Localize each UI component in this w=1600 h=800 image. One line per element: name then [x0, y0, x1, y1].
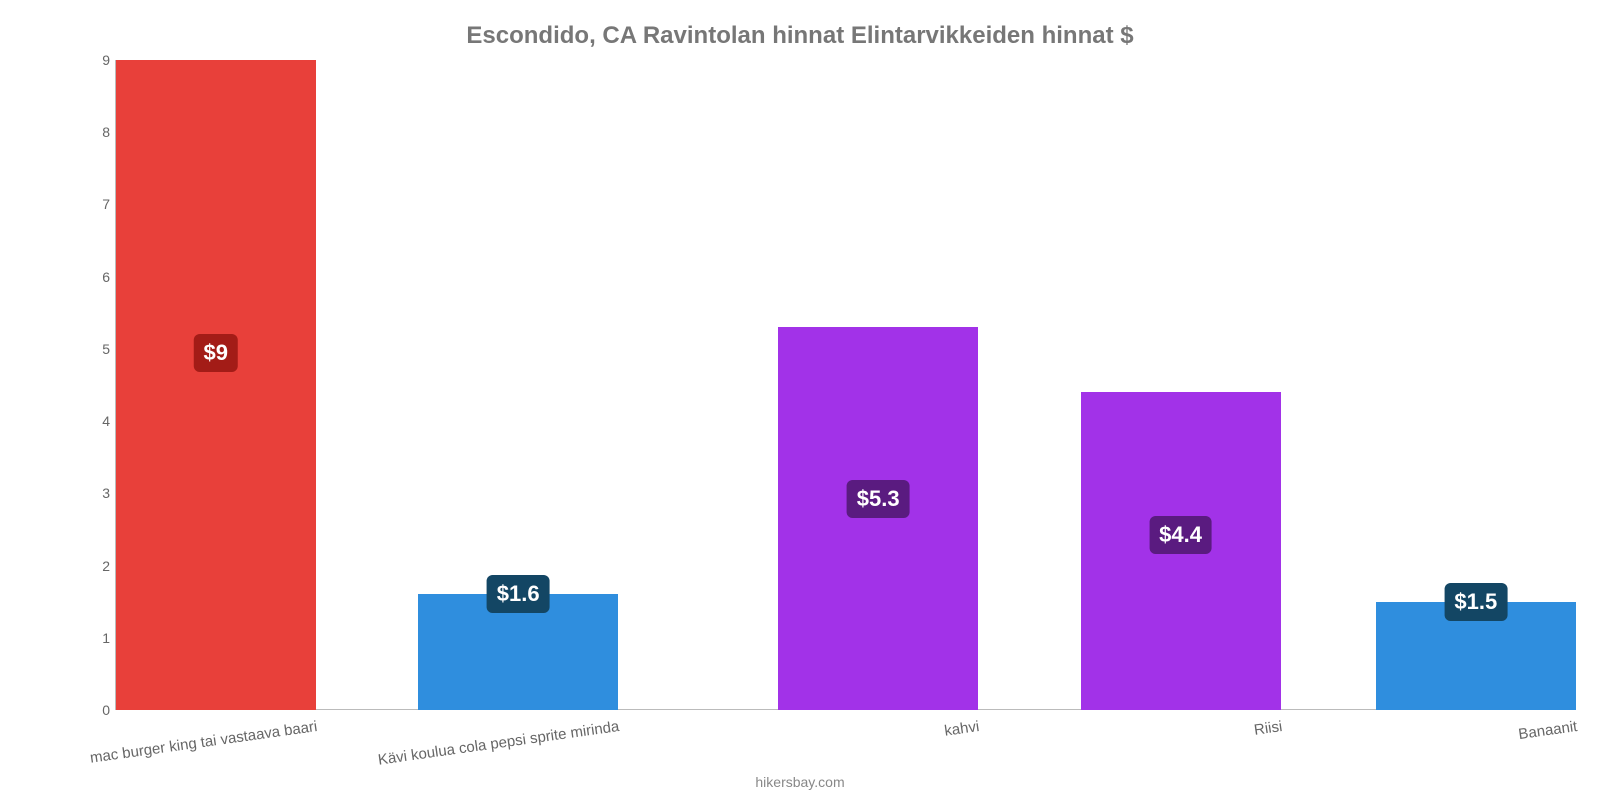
y-tick: 7 — [85, 196, 110, 212]
bar-value-label: $1.5 — [1444, 583, 1507, 621]
bar-value-label: $9 — [194, 334, 238, 372]
y-tick: 8 — [85, 124, 110, 140]
bar — [778, 327, 978, 710]
bar-value-label: $4.4 — [1149, 516, 1212, 554]
bar-value-label: $1.6 — [487, 575, 550, 613]
chart-plot-area: 0123456789 $9$1.6$5.3$4.4$1.5 — [115, 60, 1555, 710]
bar-value-label: $5.3 — [847, 480, 910, 518]
y-tick: 5 — [85, 341, 110, 357]
y-tick: 2 — [85, 558, 110, 574]
y-tick: 6 — [85, 269, 110, 285]
y-tick: 4 — [85, 413, 110, 429]
y-tick: 0 — [85, 702, 110, 718]
bar — [116, 60, 316, 710]
y-tick: 9 — [85, 52, 110, 68]
attribution-text: hikersbay.com — [0, 774, 1600, 790]
chart-title: Escondido, CA Ravintolan hinnat Elintarv… — [0, 0, 1600, 50]
y-tick: 3 — [85, 485, 110, 501]
y-tick: 1 — [85, 630, 110, 646]
